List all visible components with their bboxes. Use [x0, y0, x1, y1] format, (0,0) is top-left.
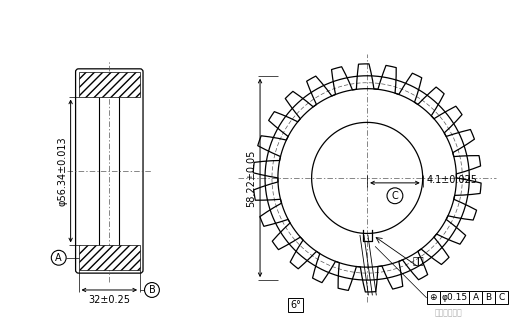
Text: C: C [392, 191, 398, 201]
Text: B: B [148, 285, 155, 295]
Bar [79, 72, 140, 96]
Bar [79, 245, 140, 270]
Text: A: A [55, 253, 62, 263]
Bar [469, 291, 482, 304]
Text: 机工机床世界: 机工机床世界 [435, 308, 462, 317]
Text: φ0.15: φ0.15 [442, 293, 468, 302]
Text: ⊕: ⊕ [429, 293, 437, 302]
Text: A: A [473, 293, 479, 302]
Text: 齿槽: 齿槽 [413, 255, 425, 265]
Bar [482, 291, 495, 304]
Bar [439, 291, 469, 304]
Text: 6°: 6° [290, 300, 301, 310]
Bar [495, 291, 508, 304]
Text: 58.22±0.05: 58.22±0.05 [246, 149, 256, 207]
Text: C: C [498, 293, 505, 302]
Text: 4.1±0.025: 4.1±0.025 [427, 175, 478, 185]
Text: B: B [486, 293, 492, 302]
FancyBboxPatch shape [76, 69, 143, 273]
Text: φ56.34±0.013: φ56.34±0.013 [57, 136, 68, 206]
Text: 32±0.25: 32±0.25 [88, 295, 130, 305]
Bar [427, 291, 439, 304]
